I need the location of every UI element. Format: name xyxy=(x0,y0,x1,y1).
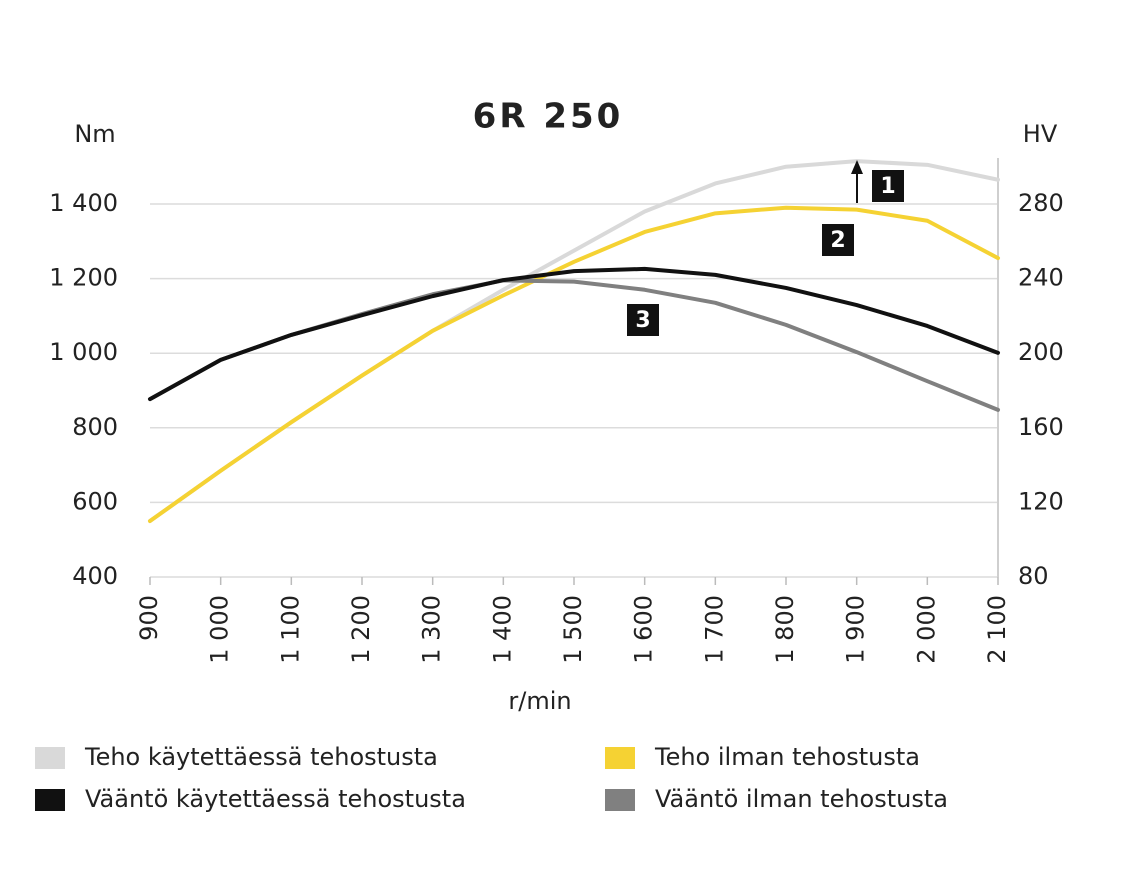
series-line xyxy=(148,278,1000,412)
legend-label: Teho ilman tehostusta xyxy=(654,743,920,771)
annotation-arrowhead xyxy=(851,160,863,174)
legend-swatch xyxy=(605,747,635,769)
x-tick-label: 2 100 xyxy=(983,595,1011,664)
y2-tick-label: 160 xyxy=(1018,413,1064,441)
y2-tick-label: 240 xyxy=(1018,264,1064,292)
legend-label: Vääntö käytettäessä tehostusta xyxy=(85,785,466,813)
y-tick-label: 400 xyxy=(72,562,118,590)
x-axis-label: r/min xyxy=(508,687,571,715)
x-tick-label: 1 200 xyxy=(347,595,375,664)
y2-tick-label: 120 xyxy=(1018,487,1064,515)
annotation-label: 3 xyxy=(635,308,650,333)
y-tick-label: 1 200 xyxy=(49,264,118,292)
series-line xyxy=(148,205,1000,524)
x-tick-label: 1 900 xyxy=(842,595,870,664)
legend-swatch xyxy=(605,789,635,811)
annotation-box xyxy=(872,170,904,202)
x-tick-label: 1 400 xyxy=(488,595,516,664)
x-tick-label: 1 300 xyxy=(418,595,446,664)
y-tick-label: 800 xyxy=(72,413,118,441)
legend-swatch xyxy=(35,747,65,769)
x-tick-label: 1 000 xyxy=(206,595,234,664)
chart-title: 6R 250 xyxy=(473,97,624,137)
y2-tick-label: 80 xyxy=(1018,562,1049,590)
x-tick-label: 1 100 xyxy=(276,595,304,664)
legend-swatch xyxy=(35,789,65,811)
annotation-box xyxy=(822,224,854,256)
x-tick-label: 900 xyxy=(135,595,163,641)
x-tick-label: 1 500 xyxy=(559,595,587,664)
y2-axis-label: HV xyxy=(1023,120,1058,148)
y-tick-label: 1 400 xyxy=(49,189,118,217)
series-line xyxy=(148,266,1000,402)
x-tick-label: 2 000 xyxy=(912,595,940,664)
annotation-label: 2 xyxy=(830,228,845,253)
x-tick-label: 1 700 xyxy=(700,595,728,664)
x-tick-label: 1 600 xyxy=(630,595,658,664)
annotation-label: 1 xyxy=(880,174,895,199)
y-tick-label: 1 000 xyxy=(49,338,118,366)
y-axis-label: Nm xyxy=(74,120,115,148)
y-tick-label: 600 xyxy=(72,487,118,515)
legend-label: Teho käytettäessä tehostusta xyxy=(84,743,438,771)
annotation-box xyxy=(627,304,659,336)
y2-tick-label: 200 xyxy=(1018,338,1064,366)
legend-label: Vääntö ilman tehostusta xyxy=(655,785,948,813)
x-tick-label: 1 800 xyxy=(771,595,799,664)
y2-tick-label: 280 xyxy=(1018,189,1064,217)
